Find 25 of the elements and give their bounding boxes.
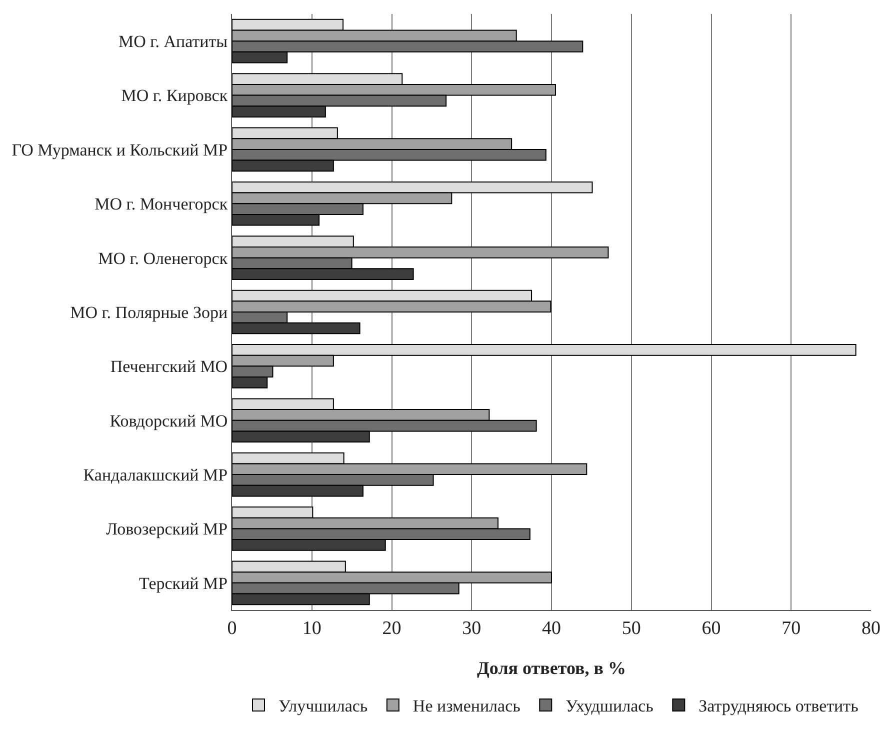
legend-label: Не изменилась xyxy=(412,696,521,716)
legend-label: Ухудшилась xyxy=(566,696,654,716)
y-tick-label: МО г. Кировск xyxy=(121,86,228,106)
y-tick-label: Терский МР xyxy=(138,574,228,593)
y-tick-label: МО г. Апатиты xyxy=(118,32,228,52)
x-tick-label: 0 xyxy=(227,618,237,639)
y-tick-label: Кандалакшский МР xyxy=(83,466,228,484)
x-tick-label: 30 xyxy=(462,618,482,639)
legend-label: Улучшилась xyxy=(278,696,368,716)
x-tick-label: 70 xyxy=(782,618,801,639)
x-tick-label: 60 xyxy=(702,618,721,639)
x-tick-label: 80 xyxy=(862,618,880,639)
x-axis-title: Доля ответов, в % xyxy=(477,658,626,678)
y-tick-label: МО г. Мончегорск xyxy=(94,194,228,214)
x-tick-label: 50 xyxy=(622,618,641,639)
y-tick-label: Печенгский МО xyxy=(110,357,228,376)
y-tick-label: МО г. Оленегорск xyxy=(98,248,228,268)
x-tick-label: 10 xyxy=(302,618,322,639)
y-tick-label: ГО Мурманск и Кольский МР xyxy=(12,140,228,160)
y-tick-label: Ловозерский МР xyxy=(106,520,228,539)
x-tick-label: 40 xyxy=(542,618,561,639)
y-tick-label: МО г. Полярные Зори xyxy=(70,302,228,322)
legend-label: Затрудняюсь ответить xyxy=(698,696,859,716)
x-tick-label: 20 xyxy=(382,618,402,639)
y-tick-label: Ковдорский МО xyxy=(110,411,228,430)
